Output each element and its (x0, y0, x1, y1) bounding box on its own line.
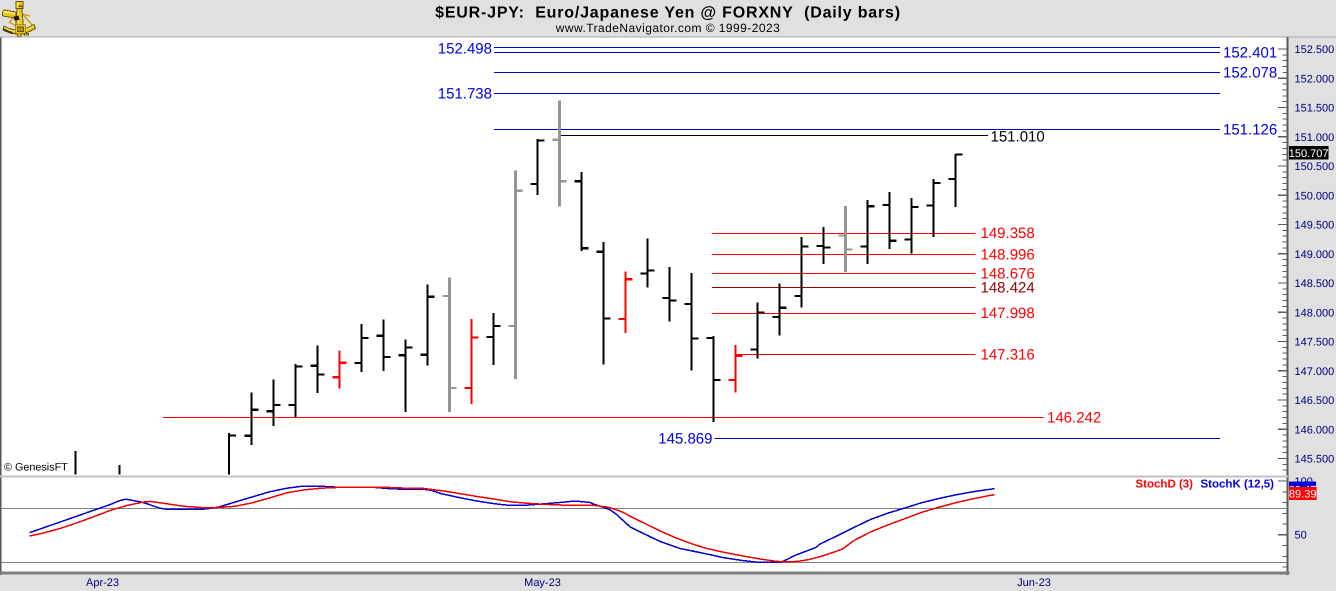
svg-text:146.500: 146.500 (1295, 395, 1335, 407)
svg-text:148.000: 148.000 (1295, 307, 1335, 319)
svg-text:148.996: 148.996 (981, 247, 1035, 264)
svg-text:148.676: 148.676 (981, 266, 1035, 283)
svg-text:151.010: 151.010 (991, 129, 1045, 146)
svg-text:145.500: 145.500 (1295, 454, 1335, 466)
svg-text:150.707: 150.707 (1289, 148, 1329, 160)
svg-text:149.500: 149.500 (1295, 220, 1335, 232)
svg-text:151.738: 151.738 (438, 86, 492, 103)
svg-text:$EUR-JPY: Euro/Japanese Yen @: $EUR-JPY: Euro/Japanese Yen @ FORXNY (Da… (435, 5, 901, 22)
svg-text:www.TradeNavigator.com © 1999-: www.TradeNavigator.com © 1999-2023 (555, 21, 780, 35)
svg-text:147.316: 147.316 (981, 347, 1035, 364)
svg-text:152.000: 152.000 (1295, 73, 1335, 85)
svg-text:Apr-23: Apr-23 (86, 577, 119, 589)
svg-text:151.500: 151.500 (1295, 103, 1335, 115)
svg-text:© GenesisFT: © GenesisFT (4, 462, 68, 474)
svg-text:148.424: 148.424 (981, 280, 1035, 297)
svg-text:146.000: 146.000 (1295, 424, 1335, 436)
svg-text:152.078: 152.078 (1223, 64, 1277, 81)
svg-text:147.000: 147.000 (1295, 366, 1335, 378)
svg-text:50: 50 (1295, 530, 1307, 542)
svg-text:152.498: 152.498 (438, 40, 492, 57)
svg-text:89.39: 89.39 (1289, 488, 1317, 500)
svg-text:May-23: May-23 (524, 577, 561, 589)
svg-text:147.500: 147.500 (1295, 337, 1335, 349)
svg-text:150.500: 150.500 (1295, 161, 1335, 173)
svg-text:StochD (3): StochD (3) (1136, 478, 1194, 490)
svg-text:152.401: 152.401 (1223, 44, 1277, 61)
svg-text:Jun-23: Jun-23 (1017, 577, 1051, 589)
svg-text:151.000: 151.000 (1295, 132, 1335, 144)
svg-text:151.126: 151.126 (1223, 121, 1277, 138)
svg-text:152.500: 152.500 (1295, 44, 1335, 56)
svg-text:150.000: 150.000 (1295, 190, 1335, 202)
svg-text:149.000: 149.000 (1295, 249, 1335, 261)
svg-text:149.358: 149.358 (981, 225, 1035, 242)
svg-text:148.500: 148.500 (1295, 278, 1335, 290)
svg-text:146.242: 146.242 (1047, 410, 1101, 427)
svg-text:StochK (12,5): StochK (12,5) (1201, 478, 1275, 490)
svg-text:147.998: 147.998 (981, 305, 1035, 322)
svg-text:145.869: 145.869 (658, 431, 712, 448)
